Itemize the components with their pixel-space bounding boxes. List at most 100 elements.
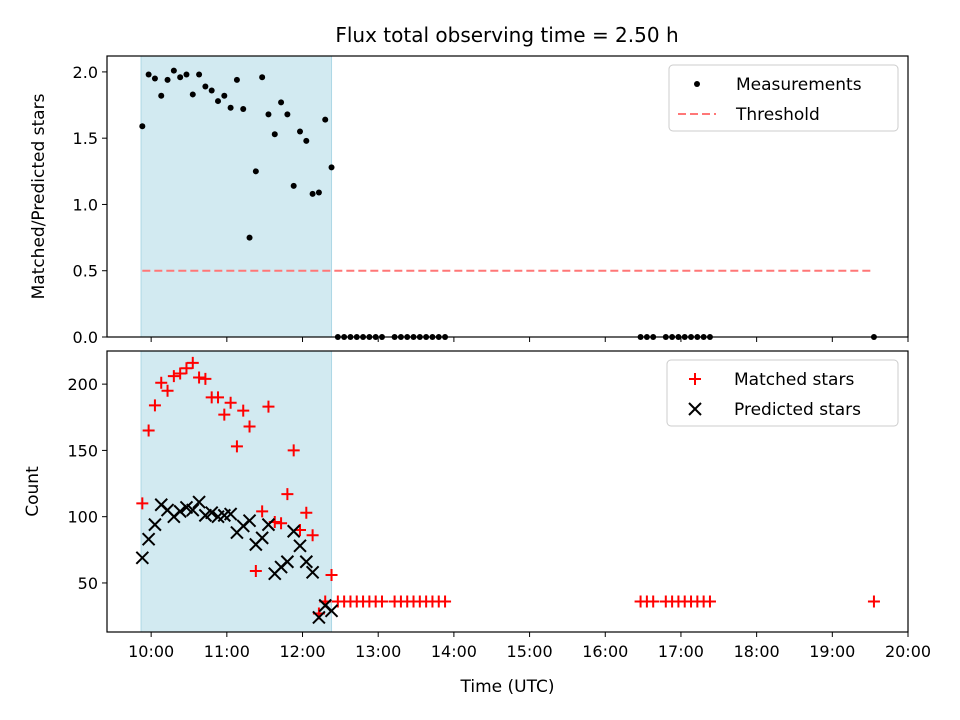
legend-box	[668, 64, 899, 132]
star-count-panel: 50 100 150 200 10:00 11:00 12:00 13:00 14:00 15:0…	[23, 350, 931, 697]
series-predicted-stars-point	[312, 610, 326, 625]
series-matched-stars-point	[281, 488, 294, 501]
series-matched-stars-point	[142, 424, 155, 437]
figure-title: Flux total observing time = 2.50 h	[335, 23, 678, 47]
x-tick-label: 15:00	[507, 642, 553, 661]
series-predicted-stars-point	[299, 555, 314, 569]
series-matched-stars-point	[136, 497, 149, 510]
series-matched-stars-point	[155, 376, 168, 389]
y-axis-label: Count	[23, 466, 43, 517]
series-measurements-point	[284, 111, 291, 118]
y-tick-label: 2.0	[73, 63, 98, 82]
series-measurements-point	[303, 137, 310, 144]
legend-label: Predicted stars	[734, 400, 861, 420]
series-matched-stars-point	[300, 506, 313, 519]
series-predicted-stars-point	[135, 551, 150, 565]
x-tick-label: 16:00	[582, 642, 628, 661]
series-marks	[135, 356, 880, 625]
series-matched-stars-point	[867, 595, 880, 608]
series-measurements-point	[177, 74, 184, 81]
series-predicted-stars-point	[305, 565, 320, 580]
series-measurements-point	[208, 87, 215, 94]
observing-window-shade	[140, 55, 333, 338]
series-measurements-point	[322, 116, 329, 123]
series-predicted-stars-point	[286, 524, 301, 538]
y-axis-label: Matched/Predicted stars	[29, 93, 49, 299]
series-measurements-point	[252, 168, 259, 175]
x-tick-label: 11:00	[204, 642, 250, 661]
series-matched-stars-point	[703, 595, 716, 608]
series-measurements-point	[196, 71, 203, 78]
series-measurements-point	[246, 234, 253, 241]
series-matched-stars-point	[212, 391, 225, 404]
series-predicted-stars-point	[280, 555, 295, 569]
legend-marker	[694, 81, 700, 87]
series-matched-stars-point	[275, 517, 288, 530]
series-matched-stars-point	[180, 362, 193, 375]
series-predicted-stars-point	[223, 507, 238, 521]
series-measurements-point	[315, 189, 322, 196]
series-matched-stars-point	[249, 565, 262, 578]
series-predicted-stars-point	[141, 532, 156, 546]
series-measurements-point	[221, 92, 228, 99]
legend-marker	[689, 373, 701, 385]
series-measurements-point	[164, 76, 171, 83]
series-predicted-stars-point	[186, 503, 200, 517]
series-matched-stars-point	[199, 372, 212, 385]
series-measurements-point	[183, 71, 190, 78]
series-predicted-stars-point	[148, 517, 162, 532]
legend-label: Threshold	[735, 105, 820, 125]
series-measurements-point	[151, 75, 158, 82]
legend: Measurements Threshold	[668, 64, 899, 132]
y-tick-label: 0.5	[73, 262, 98, 281]
series-matched-stars-point	[148, 399, 161, 412]
series-predicted-stars-point	[293, 539, 307, 553]
series-matched-stars-point	[256, 505, 269, 518]
series-measurements-point	[145, 71, 152, 78]
series-measurements-point	[290, 182, 297, 189]
series-matched-stars-point	[186, 356, 199, 369]
y-tick-label: 1.0	[73, 195, 98, 214]
series-predicted-stars-point	[242, 513, 257, 528]
y-tick-label: 150	[67, 441, 98, 460]
series-matched-stars-point	[439, 595, 452, 608]
series-measurements-point	[278, 99, 285, 106]
series-matched-stars-point	[647, 595, 660, 608]
series-predicted-stars-point	[255, 531, 269, 545]
y-tick-label: 100	[67, 508, 98, 527]
series-measurements-point	[259, 74, 266, 81]
series-matched-stars-point	[193, 371, 206, 384]
x-tick-label: 13:00	[355, 642, 401, 661]
series-predicted-stars-point	[204, 506, 219, 520]
series-predicted-stars-point	[324, 604, 339, 618]
series-measurements-point	[296, 128, 303, 135]
series-measurements-point	[158, 92, 165, 99]
series-measurements-point	[189, 91, 196, 98]
series-matched-stars-point	[375, 595, 388, 608]
series-measurements-point	[202, 83, 209, 90]
series-measurements-point	[328, 164, 335, 171]
series-predicted-stars-point	[192, 495, 206, 509]
series-predicted-stars-point	[173, 504, 187, 519]
series-predicted-stars-point	[261, 517, 276, 532]
x-tick-label: 12:00	[279, 642, 325, 661]
series-matched-stars-point	[325, 569, 338, 582]
legend-label: Matched stars	[734, 370, 854, 390]
x-tick-label: 19:00	[809, 642, 855, 661]
series-measurements-point	[139, 123, 146, 130]
series-measurements-point	[215, 98, 222, 105]
legend-label: Measurements	[736, 75, 862, 95]
series-measurements-point	[309, 190, 316, 197]
series-matched-stars-point	[243, 420, 256, 433]
series-matched-stars-point	[237, 404, 250, 417]
flux-ratio-panel: 0.0 0.5 1.0 1.5 2.0 Matched/Predicted stars Me…	[29, 55, 909, 347]
legend-box	[666, 359, 899, 427]
axes-frame	[106, 350, 909, 633]
y-tick-label: 200	[67, 375, 98, 394]
y-tick-label: 0.0	[73, 328, 98, 347]
legend: Matched stars Predicted stars	[666, 359, 899, 427]
series-measurements-point	[240, 106, 247, 113]
axes-frame	[106, 55, 909, 338]
y-tick-label: 1.5	[73, 129, 98, 148]
